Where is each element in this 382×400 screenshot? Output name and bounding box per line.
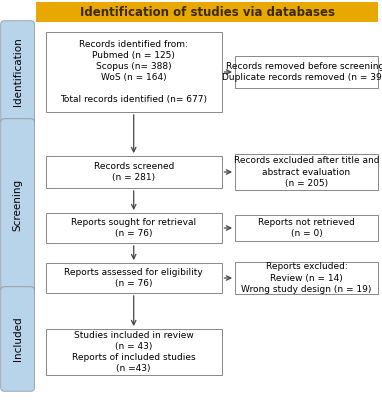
Text: Identification: Identification xyxy=(13,38,23,106)
FancyBboxPatch shape xyxy=(46,329,222,375)
FancyBboxPatch shape xyxy=(46,263,222,293)
FancyBboxPatch shape xyxy=(46,156,222,188)
Text: Reports sought for retrieval
(n = 76): Reports sought for retrieval (n = 76) xyxy=(71,218,196,238)
Text: Records removed before screening:
Duplicate records removed (n = 396): Records removed before screening: Duplic… xyxy=(222,62,382,82)
Text: Reports excluded:
Review (n = 14)
Wrong study design (n = 19): Reports excluded: Review (n = 14) Wrong … xyxy=(241,262,372,294)
FancyBboxPatch shape xyxy=(235,262,378,294)
Text: Identification of studies via databases: Identification of studies via databases xyxy=(80,6,335,18)
FancyBboxPatch shape xyxy=(235,215,378,241)
FancyBboxPatch shape xyxy=(46,213,222,243)
FancyBboxPatch shape xyxy=(46,32,222,112)
FancyBboxPatch shape xyxy=(1,287,34,391)
FancyBboxPatch shape xyxy=(1,21,34,123)
Text: Included: Included xyxy=(13,317,23,361)
FancyBboxPatch shape xyxy=(36,2,378,22)
Text: Reports assessed for eligibility
(n = 76): Reports assessed for eligibility (n = 76… xyxy=(64,268,203,288)
FancyBboxPatch shape xyxy=(235,154,378,190)
Text: Records screened
(n = 281): Records screened (n = 281) xyxy=(94,162,174,182)
Text: Reports not retrieved
(n = 0): Reports not retrieved (n = 0) xyxy=(258,218,355,238)
Text: Studies included in review
(n = 43)
Reports of included studies
(n =43): Studies included in review (n = 43) Repo… xyxy=(72,331,196,373)
Text: Screening: Screening xyxy=(13,179,23,231)
Text: Records identified from:
Pubmed (n = 125)
Scopus (n= 388)
WoS (n = 164)

Total r: Records identified from: Pubmed (n = 125… xyxy=(60,40,207,104)
FancyBboxPatch shape xyxy=(1,119,34,291)
FancyBboxPatch shape xyxy=(235,56,378,88)
Text: Records excluded after title and
abstract evaluation
(n = 205): Records excluded after title and abstrac… xyxy=(234,156,379,188)
